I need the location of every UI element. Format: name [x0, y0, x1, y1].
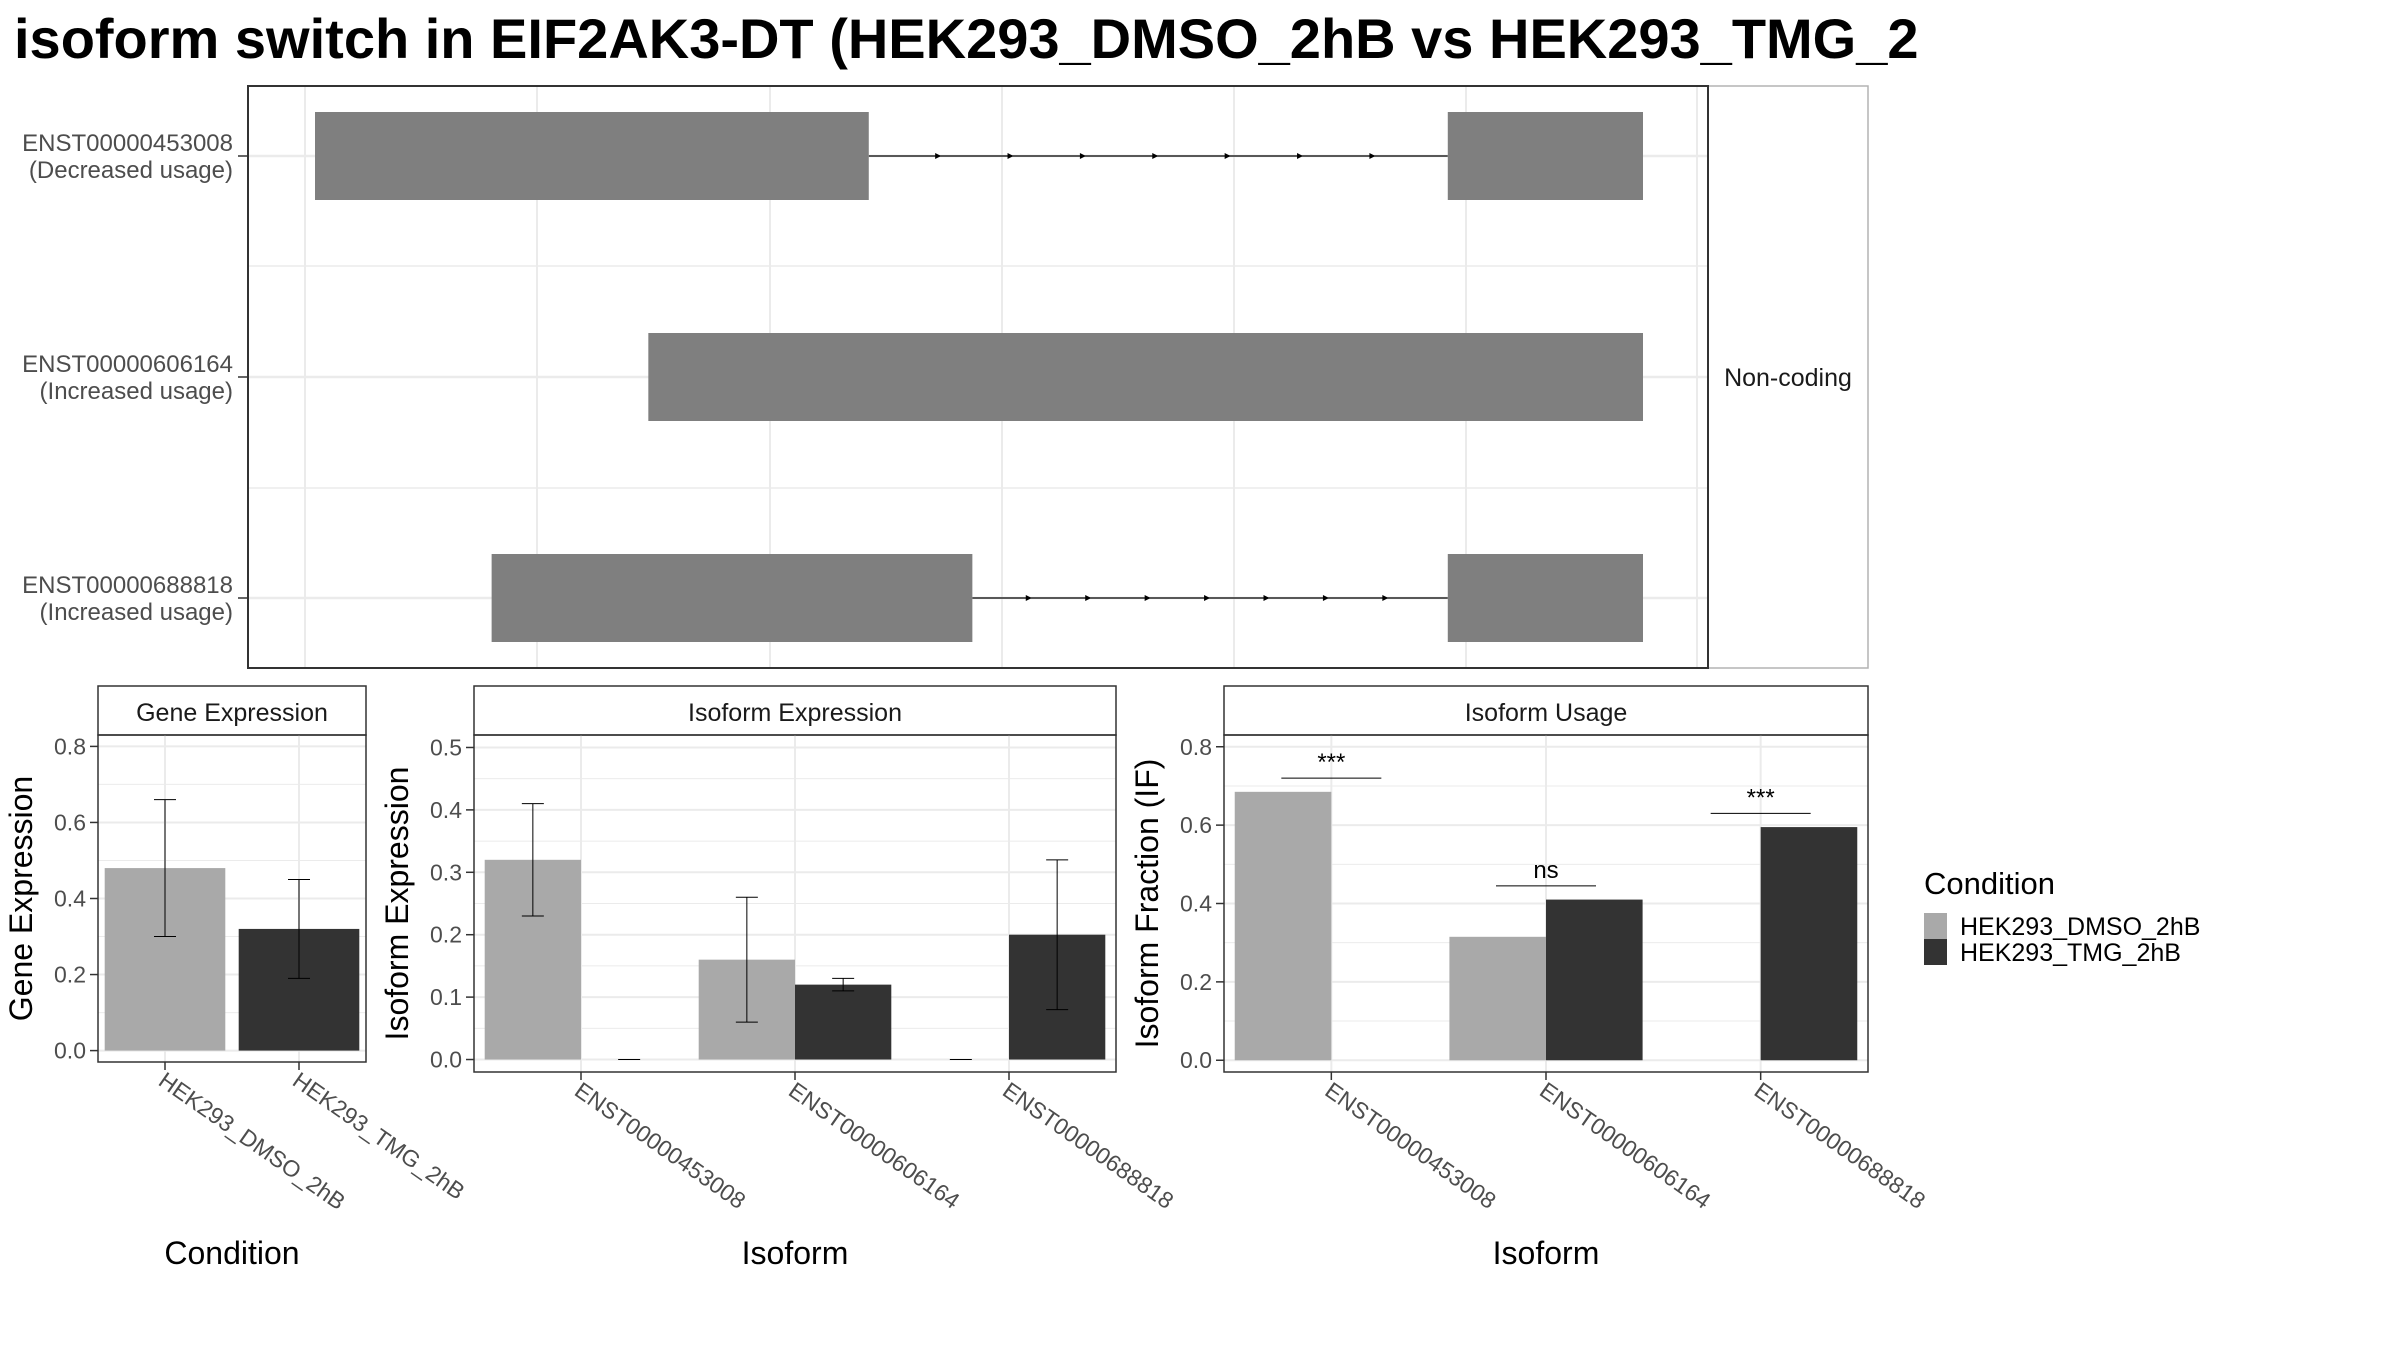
transcript-usage-label: (Increased usage) [40, 599, 233, 626]
panel-strip [473, 685, 1117, 736]
y-tick-label: 0.8 [54, 733, 86, 759]
intron-arrow [1382, 595, 1389, 601]
exon [648, 333, 1643, 421]
intron-arrow [1204, 595, 1211, 601]
isoform-usage-panel: Isoform Usage *** ns *** 0.0 0.2 0.4 0.6 0.8 Isof… [1129, 685, 1930, 1271]
x-tick-label: ENST00000606164 [784, 1077, 965, 1214]
panel-strip-label: Isoform Expression [688, 699, 902, 727]
bar [1760, 827, 1858, 1061]
exon [1447, 112, 1643, 200]
intron-arrow [1144, 595, 1151, 601]
isoform-expression-panel: Isoform Expression 0.0 0.1 0.2 0.3 0.4 0.5 Isof… [379, 685, 1179, 1271]
transcript-id-label: ENST00000453008 [22, 130, 233, 157]
intron-arrow [1007, 153, 1014, 159]
bar [1234, 791, 1332, 1061]
intron-arrow [1297, 153, 1304, 159]
y-tick-label: 0.4 [1180, 891, 1212, 917]
significance-label: *** [1317, 749, 1345, 776]
legend-swatch-tmg [1924, 939, 1947, 965]
panel-strip-label: Isoform Usage [1465, 699, 1628, 727]
y-tick-label: 0.0 [430, 1047, 462, 1073]
x-tick-label: ENST00000453008 [1320, 1077, 1500, 1214]
intron-arrow [1322, 595, 1329, 601]
panel-strip [97, 685, 367, 736]
x-axis-title: Condition [164, 1235, 299, 1271]
y-tick-label: 0.0 [54, 1038, 86, 1064]
exon [491, 554, 973, 642]
x-tick-label: ENST00000688818 [998, 1077, 1178, 1214]
bar [1449, 936, 1546, 1061]
plot-title: isoform switch in EIF2AK3-DT (HEK293_DMS… [14, 7, 1919, 70]
exon [1447, 554, 1643, 642]
transcript-usage-label: (Decreased usage) [29, 157, 233, 184]
transcript-id-label: ENST00000606164 [22, 351, 233, 378]
y-tick-label: 0.4 [54, 886, 86, 912]
y-tick-label: 0.1 [430, 984, 462, 1010]
x-tick-label: ENST00000606164 [1535, 1077, 1716, 1214]
x-tick-label: ENST00000688818 [1750, 1077, 1930, 1214]
legend-label-dmso: HEK293_DMSO_2hB [1960, 913, 2200, 941]
legend-label-tmg: HEK293_TMG_2hB [1960, 939, 2181, 967]
y-tick-label: 0.5 [430, 734, 462, 760]
y-tick-label: 0.3 [430, 859, 462, 885]
y-tick-label: 0.0 [1180, 1047, 1212, 1073]
intron-arrow [1369, 153, 1376, 159]
facet-strip-label: Non-coding [1724, 364, 1852, 392]
significance-label: ns [1533, 857, 1558, 884]
x-axis-title: Isoform [1493, 1235, 1600, 1271]
panel-strip-label: Gene Expression [136, 699, 328, 727]
x-axis-title: Isoform [742, 1235, 849, 1271]
intron-arrow [1025, 595, 1032, 601]
intron-arrow [1224, 153, 1231, 159]
y-axis-title: Isoform Fraction (IF) [1129, 759, 1165, 1049]
facet-strip [1707, 85, 1869, 669]
intron-arrow [1263, 595, 1270, 601]
panel-strip [1223, 685, 1869, 736]
y-tick-label: 0.6 [1180, 812, 1212, 838]
intron-arrow [935, 153, 942, 159]
legend-title: Condition [1924, 866, 2055, 901]
intron-arrow [1085, 595, 1092, 601]
exon [315, 112, 869, 200]
transcript-id-label: ENST00000688818 [22, 572, 233, 599]
x-tick-label: ENST00000453008 [570, 1077, 750, 1214]
intron-arrow [1079, 153, 1086, 159]
y-tick-label: 0.8 [1180, 734, 1212, 760]
significance-label: *** [1747, 784, 1775, 811]
y-tick-label: 0.2 [1180, 969, 1212, 995]
bar [795, 984, 892, 1060]
transcript-structure-panel: Non-coding ENST00000453008(Decreased usag… [22, 85, 1869, 669]
intron-arrow [1152, 153, 1159, 159]
y-axis-title: Isoform Expression [379, 767, 415, 1041]
transcript-usage-label: (Increased usage) [40, 378, 233, 405]
y-tick-label: 0.2 [54, 962, 86, 988]
bar [1546, 899, 1643, 1061]
y-tick-label: 0.2 [430, 922, 462, 948]
y-tick-label: 0.4 [430, 797, 462, 823]
legend: Condition HEK293_DMSO_2hB HEK293_TMG_2hB [1924, 866, 2200, 967]
y-axis-title: Gene Expression [3, 776, 39, 1021]
y-tick-label: 0.6 [54, 809, 86, 835]
legend-swatch-dmso [1924, 913, 1947, 939]
